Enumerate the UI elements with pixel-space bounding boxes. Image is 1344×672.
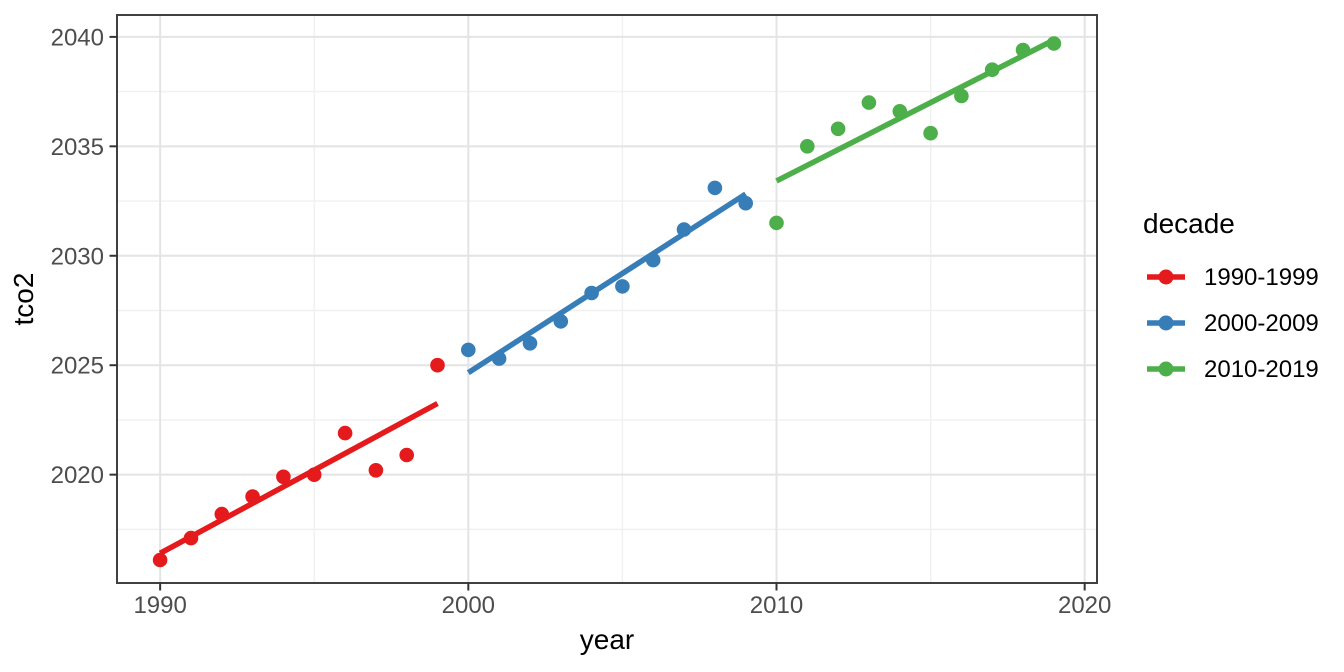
x-tick-label: 1990 bbox=[133, 592, 186, 619]
legend-label: 1990-1999 bbox=[1204, 264, 1319, 291]
data-point bbox=[800, 139, 815, 154]
data-layer bbox=[152, 36, 1062, 568]
data-point bbox=[861, 95, 877, 110]
panel-border bbox=[116, 14, 1098, 584]
y-tick-label: 2040 bbox=[51, 24, 104, 51]
legend-key-dot-icon bbox=[1158, 361, 1174, 377]
data-point bbox=[923, 125, 938, 141]
data-point bbox=[152, 552, 168, 568]
data-point bbox=[399, 447, 415, 463]
data-point bbox=[337, 425, 353, 441]
x-tick-label: 2000 bbox=[442, 592, 495, 619]
axis-layer: 1990 2000 2010 2020 2020 2025 2030 2035 2040 bbox=[51, 14, 1111, 619]
data-point bbox=[954, 88, 969, 104]
legend-key-dot-icon bbox=[1158, 269, 1174, 285]
y-tick-label: 2020 bbox=[51, 462, 104, 489]
data-point bbox=[615, 279, 630, 294]
y-tick-label: 2035 bbox=[51, 134, 104, 161]
data-point bbox=[830, 121, 846, 137]
data-point bbox=[430, 357, 445, 373]
y-axis-title: tco2 bbox=[8, 273, 39, 326]
legend-title: decade bbox=[1143, 208, 1235, 239]
data-point bbox=[461, 342, 476, 358]
y-tick-label: 2025 bbox=[51, 353, 104, 380]
data-point bbox=[769, 215, 784, 231]
legend-item: 2010-2019 bbox=[1147, 356, 1319, 383]
legend-label: 2010-2019 bbox=[1204, 356, 1319, 383]
legend-key-dot-icon bbox=[1158, 315, 1174, 331]
y-tick-label: 2030 bbox=[51, 243, 104, 270]
data-point bbox=[707, 180, 723, 196]
legend-item: 1990-1999 bbox=[1147, 264, 1319, 291]
data-point bbox=[522, 336, 538, 351]
trend-line bbox=[466, 191, 748, 376]
legend-label: 2000-2009 bbox=[1204, 310, 1319, 337]
trend-lines-layer bbox=[158, 37, 1056, 556]
legend-item: 2000-2009 bbox=[1147, 310, 1319, 337]
trend-line bbox=[775, 37, 1056, 184]
x-tick-label: 2020 bbox=[1058, 592, 1111, 619]
x-axis-title: year bbox=[580, 624, 634, 655]
x-tick-label: 2010 bbox=[750, 592, 803, 619]
legend: decade 1990-1999 2000-2009 2010-2019 bbox=[1143, 208, 1319, 383]
data-point bbox=[368, 463, 384, 478]
data-point bbox=[276, 469, 291, 485]
trend-line bbox=[158, 401, 439, 556]
